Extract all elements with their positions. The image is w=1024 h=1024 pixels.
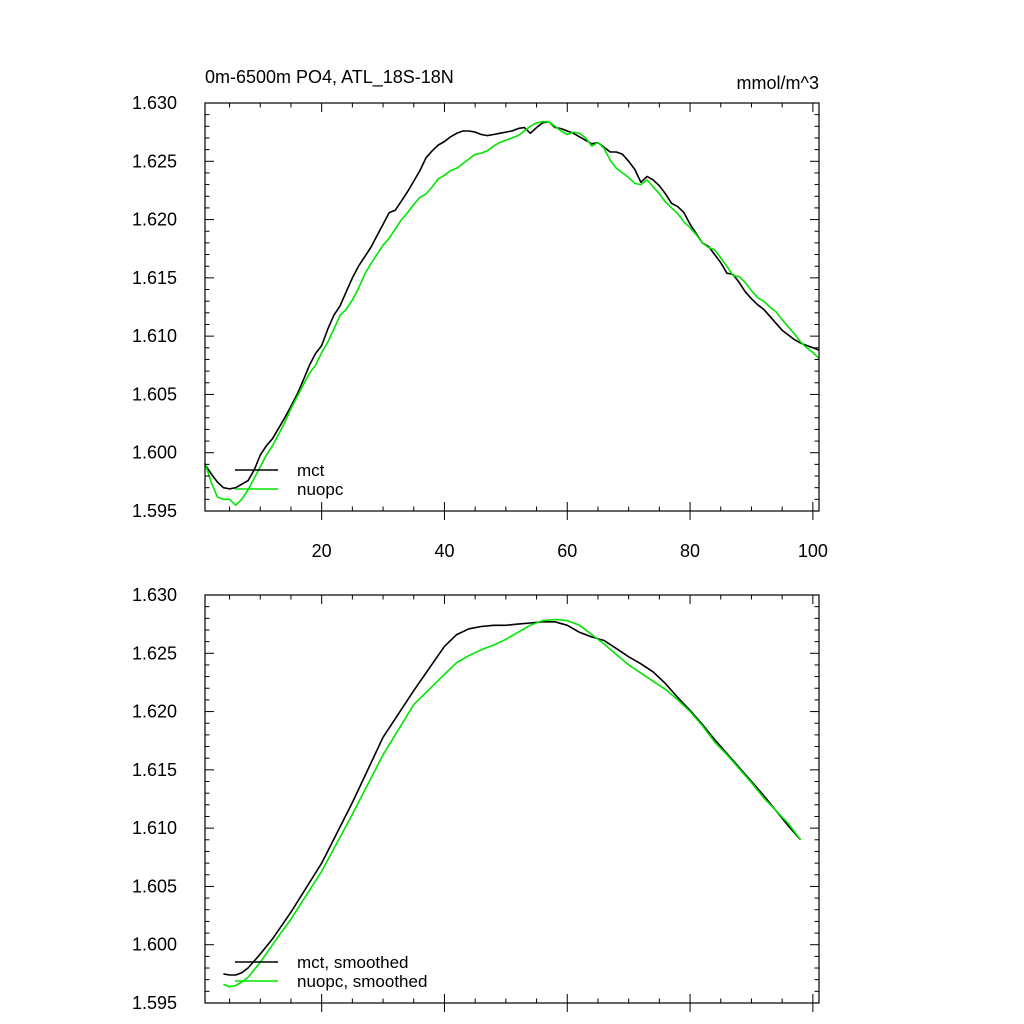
x-tick-label: 40 — [434, 541, 454, 561]
series-line-nuopc — [204, 120, 820, 507]
y-tick-label: 1.615 — [132, 268, 177, 288]
y-tick-label: 1.610 — [132, 326, 177, 346]
y-tick-label: 1.625 — [132, 643, 177, 663]
y-tick-label: 1.600 — [132, 935, 177, 955]
y-tick-label: 1.600 — [132, 443, 177, 463]
y-tick-label: 1.620 — [132, 210, 177, 230]
y-tick-label: 1.595 — [132, 501, 177, 521]
series-line-nuopc — [223, 618, 802, 988]
legend-label-mct: mct — [297, 461, 325, 480]
x-tick-label: 100 — [798, 541, 828, 561]
plot-panel-2: 1.595 1.600 1.605 1.610 1.615 1.620 1.625 1.630… — [132, 585, 820, 1013]
series-line-mct — [223, 620, 802, 976]
y-tick-label: 1.625 — [132, 151, 177, 171]
y-tick-label: 1.605 — [132, 876, 177, 896]
units-label: mmol/m^3 — [737, 73, 819, 93]
plot-frame — [204, 594, 820, 1004]
legend-label-mct: mct, smoothed — [297, 953, 409, 972]
y-tick-label: 1.615 — [132, 760, 177, 780]
x-tick-label: 20 — [312, 541, 332, 561]
legend-label-nuopc: nuopc, smoothed — [297, 972, 427, 991]
plot-panel-1: 1.595 1.600 1.605 1.610 1.615 1.620 1.625 1.630… — [132, 67, 828, 561]
y-tick-label: 1.620 — [132, 702, 177, 722]
y-tick-label: 1.605 — [132, 384, 177, 404]
chart-title: 0m-6500m PO4, ATL_18S-18N — [205, 67, 454, 88]
legend-label-nuopc: nuopc — [297, 480, 344, 499]
plot-frame — [204, 102, 820, 512]
y-tick-label: 1.630 — [132, 93, 177, 113]
y-tick-label: 1.595 — [132, 993, 177, 1013]
x-tick-label: 60 — [557, 541, 577, 561]
y-tick-label: 1.630 — [132, 585, 177, 605]
y-tick-label: 1.610 — [132, 818, 177, 838]
series-line-mct — [204, 120, 820, 490]
x-tick-label: 80 — [680, 541, 700, 561]
